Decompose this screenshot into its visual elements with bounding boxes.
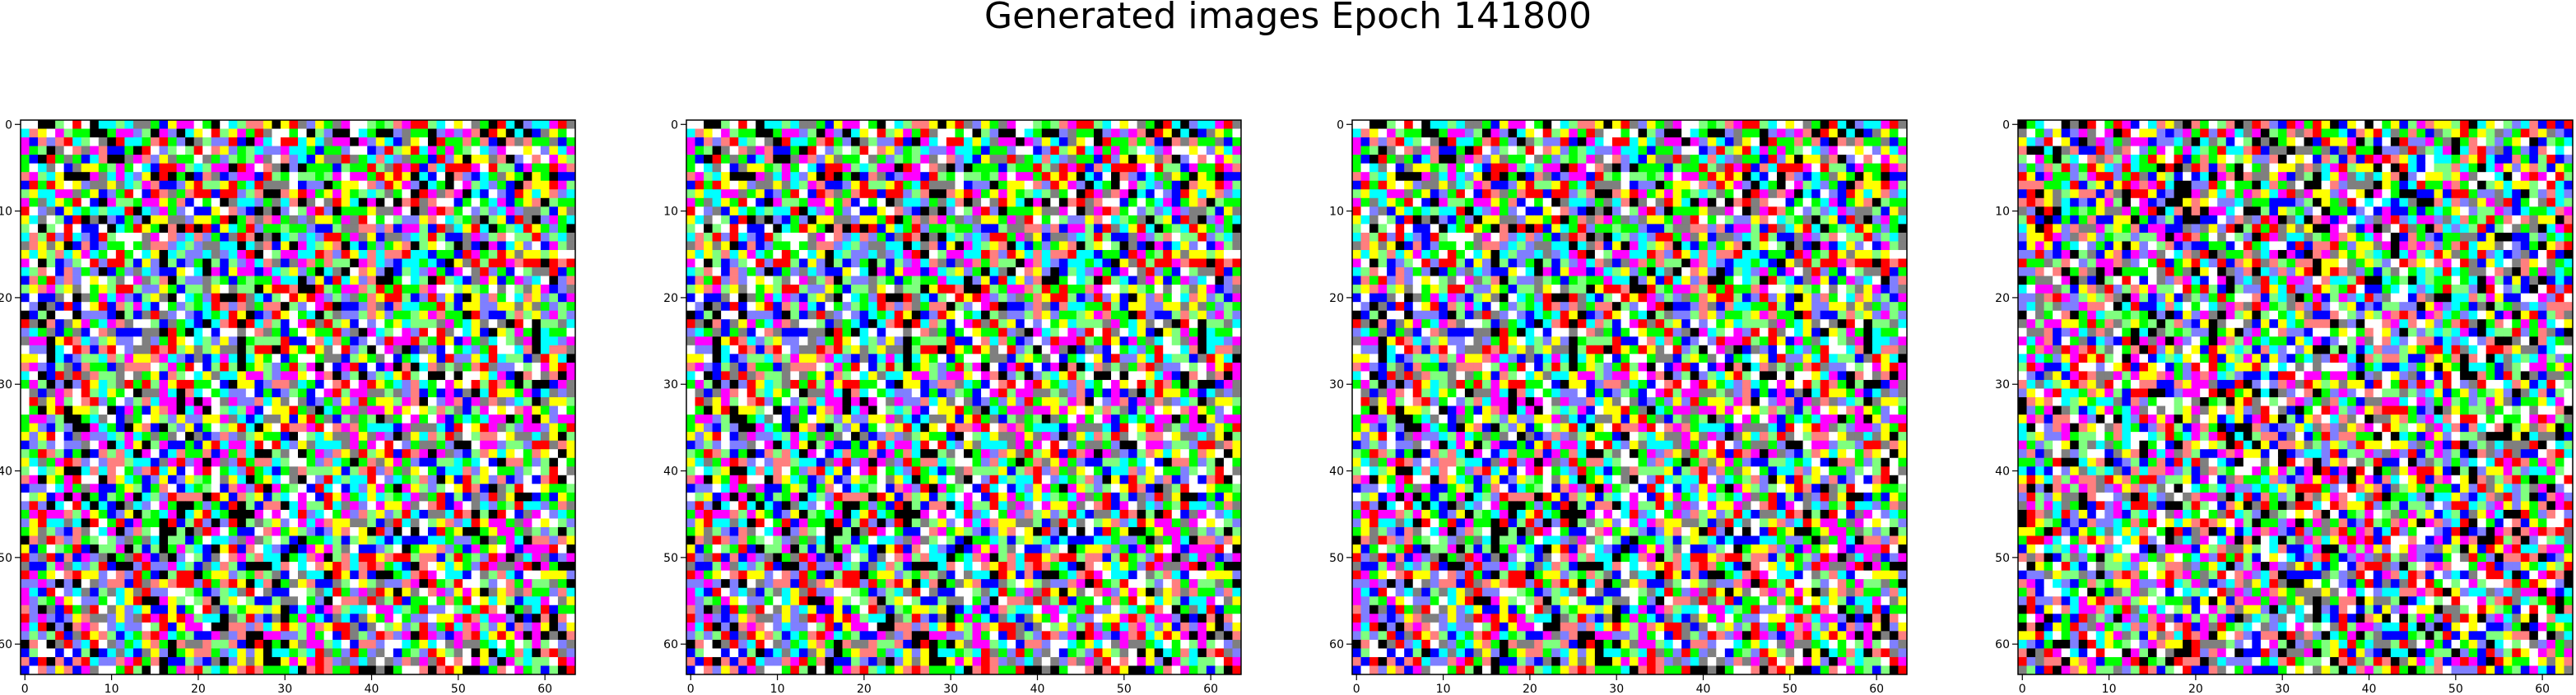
x-tick-label: 40 — [1030, 683, 1045, 695]
generated-image-3: 0 10 20 30 40 50 60 0 10 20 30 40 50 60 — [1329, 118, 1908, 695]
x-tick-label: 20 — [1523, 683, 1537, 695]
y-tick-label: 50 — [1995, 552, 2010, 565]
generated-image-4-pixels — [2018, 120, 2574, 675]
x-tick-label: 40 — [365, 683, 379, 695]
y-tick-label: 0 — [2002, 118, 2010, 132]
y-tick-label: 60 — [1995, 638, 2010, 651]
y-tick-label: 40 — [663, 466, 678, 479]
x-tick-label: 0 — [2019, 683, 2026, 695]
y-tick-label: 30 — [1995, 378, 2010, 392]
x-tick-label: 40 — [1696, 683, 1711, 695]
x-tick-label: 0 — [687, 683, 695, 695]
generated-image-3-pixels — [1352, 120, 1908, 675]
x-tick-label: 30 — [277, 683, 292, 695]
y-tick-label: 20 — [0, 292, 12, 305]
y-tick-label: 10 — [0, 206, 12, 219]
y-tick-label: 0 — [1337, 118, 1344, 132]
x-tick-label: 10 — [1436, 683, 1451, 695]
x-tick-label: 20 — [857, 683, 872, 695]
x-tick-label: 30 — [2275, 683, 2290, 695]
x-tick-label: 60 — [1203, 683, 1218, 695]
x-tick-label: 50 — [1783, 683, 1797, 695]
x-tick-label: 0 — [21, 683, 29, 695]
x-tick-label: 60 — [537, 683, 552, 695]
generated-image-2: 0 10 20 30 40 50 60 0 10 20 30 40 50 60 — [663, 118, 1242, 695]
y-tick-label: 10 — [663, 206, 678, 219]
generated-image-1-frame — [20, 119, 576, 675]
generated-image-2-pixels — [686, 120, 1242, 675]
y-tick-label: 10 — [1995, 206, 2010, 219]
x-tick-label: 20 — [2188, 683, 2203, 695]
x-tick-label: 50 — [1117, 683, 1132, 695]
x-tick-label: 50 — [2448, 683, 2463, 695]
y-tick-label: 0 — [5, 118, 12, 132]
y-tick-label: 40 — [1329, 466, 1344, 479]
generated-image-3-frame — [1351, 119, 1908, 675]
y-tick-label: 60 — [663, 638, 678, 651]
y-tick-label: 10 — [1329, 206, 1344, 219]
y-tick-label: 20 — [1995, 292, 2010, 305]
y-tick-label: 30 — [663, 378, 678, 392]
x-tick-label: 60 — [1869, 683, 1884, 695]
x-tick-label: 40 — [2362, 683, 2377, 695]
y-tick-label: 40 — [1995, 466, 2010, 479]
x-tick-label: 10 — [770, 683, 785, 695]
x-tick-label: 30 — [943, 683, 958, 695]
y-tick-label: 60 — [0, 638, 12, 651]
x-tick-label: 30 — [1609, 683, 1624, 695]
y-tick-label: 20 — [1329, 292, 1344, 305]
x-tick-label: 10 — [2102, 683, 2117, 695]
x-tick-label: 10 — [105, 683, 119, 695]
y-tick-label: 50 — [1329, 552, 1344, 565]
x-tick-label: 0 — [1353, 683, 1360, 695]
y-tick-label: 20 — [663, 292, 678, 305]
y-tick-label: 30 — [0, 378, 12, 392]
generated-image-4: 0 10 20 30 40 50 60 0 10 20 30 40 50 60 — [1995, 118, 2574, 695]
y-tick-label: 0 — [671, 118, 678, 132]
generated-image-1-pixels — [21, 120, 576, 675]
x-tick-label: 50 — [451, 683, 466, 695]
y-tick-label: 30 — [1329, 378, 1344, 392]
x-tick-label: 60 — [2535, 683, 2550, 695]
generated-image-2-frame — [686, 119, 1242, 675]
y-tick-label: 60 — [1329, 638, 1344, 651]
generated-image-1: 0 10 20 30 40 50 60 0 10 20 30 40 50 60 — [0, 118, 576, 695]
y-tick-label: 50 — [0, 552, 12, 565]
x-tick-label: 20 — [191, 683, 206, 695]
figure-title: Generated images Epoch 141800 — [983, 0, 1593, 37]
y-tick-label: 40 — [0, 466, 12, 479]
y-tick-label: 50 — [663, 552, 678, 565]
generated-image-4-frame — [2017, 119, 2574, 675]
